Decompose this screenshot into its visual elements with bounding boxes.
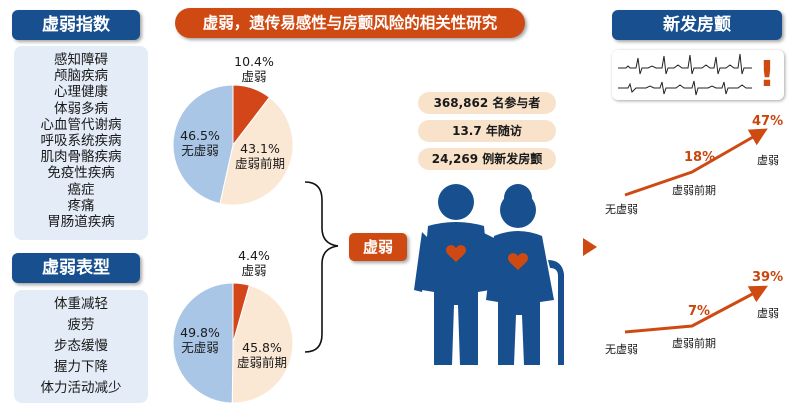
frailty-tag: 虚弱 [349, 233, 407, 261]
heart-icon [508, 253, 528, 270]
trend-bottom-prefrail-pct: 7% [688, 304, 711, 319]
stat-new-af: 24,269 例新发房颤 [418, 148, 556, 170]
frailty-phenotype-item: 体重减轻 [54, 296, 108, 312]
trend-top-label-prefrail: 虚弱前期 [672, 184, 716, 197]
pie-chart-bottom [172, 282, 294, 404]
new-af-header: 新发房颤 [612, 10, 782, 40]
frailty-index-item: 胃肠道疾病 [47, 214, 115, 231]
frailty-index-item: 免疫性疾病 [47, 165, 115, 182]
ecg-waveform-icon [618, 53, 752, 96]
stat-participants: 368,862 名参与者 [418, 92, 556, 114]
stat-followup: 13.7 年随访 [418, 120, 556, 142]
pie-top-frail-label: 10.4% 虚弱 [234, 54, 274, 84]
frailty-index-item: 颅脑疾病 [54, 68, 108, 85]
frailty-index-item: 呼吸系统疾病 [40, 133, 122, 150]
pie-slice-nonfrail [172, 84, 234, 205]
trend-top-label-frail: 虚弱 [757, 154, 779, 167]
frailty-phenotype-item: 步态缓慢 [54, 338, 108, 354]
trend-bottom-frail-pct: 39% [752, 270, 784, 285]
frailty-phenotype-panel: 体重减轻 疲劳 步态缓慢 握力下降 体力活动减少 [14, 290, 148, 403]
pie-slice-prefrail [219, 96, 294, 206]
frailty-index-item: 感知障碍 [54, 52, 108, 68]
frailty-index-item: 心理健康 [54, 84, 108, 101]
bracket-bottom [304, 245, 339, 353]
frailty-index-item: 心血管代谢病 [40, 116, 122, 133]
frailty-index-item: 癌症 [67, 181, 95, 198]
frailty-index-item: 肌肉骨骼疾病 [40, 149, 122, 166]
frailty-phenotype-item: 体力活动减少 [40, 380, 122, 396]
pie-bottom-nonfrail-label: 49.8% 无虚弱 [180, 325, 220, 355]
frailty-phenotype-item: 握力下降 [54, 359, 108, 375]
frailty-index-item: 体弱多病 [54, 100, 108, 117]
elderly-couple-icon [414, 184, 564, 365]
trend-line-bottom [624, 285, 768, 334]
frailty-index-item: 疼痛 [67, 197, 95, 214]
trend-line-top [624, 128, 768, 197]
trend-top-label-nonfrail: 无虚弱 [605, 203, 638, 216]
frailty-index-header: 虚弱指数 [12, 10, 140, 40]
trend-bottom-label-prefrail: 虚弱前期 [672, 337, 716, 350]
page-title: 虚弱，遗传易感性与房颤风险的相关性研究 [175, 8, 525, 38]
play-arrow-icon [583, 238, 597, 256]
pie-slice-prefrail [231, 284, 294, 404]
trend-bottom-label-frail: 虚弱 [757, 307, 779, 320]
pie-top-prefrail-label: 43.1% 虚弱前期 [234, 141, 285, 171]
trend-bottom-label-nonfrail: 无虚弱 [605, 343, 638, 356]
heart-icon [446, 245, 466, 262]
pie-top-nonfrail-label: 46.5% 无虚弱 [180, 128, 220, 158]
trend-top-frail-pct: 47% [752, 114, 784, 129]
pie-bottom-frail-label: 4.4% 虚弱 [238, 248, 270, 278]
frailty-phenotype-item: 疲劳 [67, 317, 95, 333]
pie-bottom-prefrail-label: 45.8% 虚弱前期 [236, 340, 287, 370]
alert-icon: ! [758, 54, 776, 95]
pie-chart-top [172, 84, 294, 206]
pie-slice-nonfrail [172, 282, 234, 404]
frailty-index-panel: 感知障碍 颅脑疾病 心理健康 体弱多病 心血管代谢病 呼吸系统疾病 肌肉骨骼疾病… [14, 46, 148, 240]
trend-top-prefrail-pct: 18% [684, 150, 716, 165]
frailty-phenotype-header: 虚弱表型 [12, 253, 140, 283]
ecg-box: ! [612, 50, 784, 100]
bracket-top [304, 181, 339, 247]
